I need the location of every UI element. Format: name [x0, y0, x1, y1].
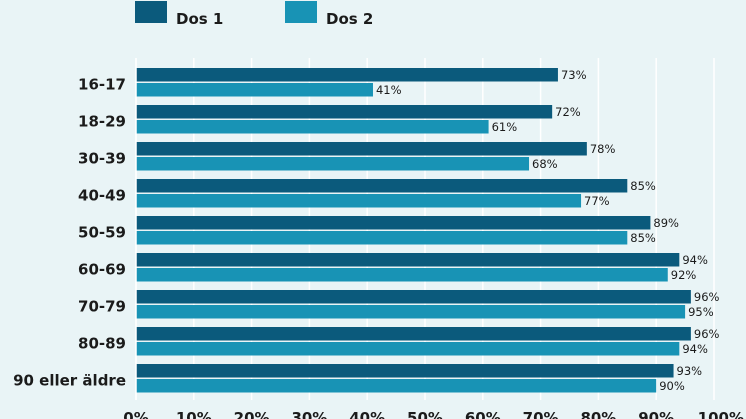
bar	[136, 142, 587, 156]
category-label: 50-59	[78, 224, 126, 242]
category-label: 90 eller äldre	[13, 372, 126, 390]
bar	[136, 179, 628, 193]
data-label: 92%	[671, 268, 697, 282]
bar	[136, 194, 582, 208]
data-label: 61%	[492, 120, 518, 134]
category-label: 80-89	[78, 335, 126, 353]
bar	[136, 68, 558, 82]
data-label: 94%	[682, 253, 708, 267]
category-label: 70-79	[78, 298, 126, 316]
category-label: 60-69	[78, 261, 126, 279]
bar	[136, 231, 628, 245]
data-label: 89%	[653, 216, 679, 230]
data-label: 96%	[694, 290, 720, 304]
x-tick-label: 10%	[176, 409, 212, 419]
x-tick-label: 60%	[465, 409, 501, 419]
bar	[136, 327, 691, 341]
x-tick-label: 40%	[349, 409, 385, 419]
data-label: 41%	[376, 83, 402, 97]
data-label: 85%	[630, 179, 656, 193]
data-label: 72%	[555, 105, 581, 119]
data-label: 96%	[694, 327, 720, 341]
x-tick-label: 80%	[580, 409, 616, 419]
bar	[136, 268, 668, 282]
data-label: 73%	[561, 68, 587, 82]
bar	[136, 157, 530, 171]
bar	[136, 253, 680, 267]
legend-swatch	[285, 1, 317, 23]
bar	[136, 120, 489, 134]
x-tick-label: 0%	[123, 409, 148, 419]
bar	[136, 305, 686, 319]
x-tick-label: 20%	[234, 409, 270, 419]
legend-label: Dos 1	[176, 10, 223, 28]
x-tick-label: 50%	[407, 409, 443, 419]
x-tick-label: 100%	[698, 409, 744, 419]
category-label: 30-39	[78, 150, 126, 168]
category-label: 16-17	[78, 76, 126, 94]
bar	[136, 379, 657, 393]
bar	[136, 216, 651, 230]
bar	[136, 290, 691, 304]
data-label: 77%	[584, 194, 610, 208]
bar	[136, 105, 553, 119]
category-label: 18-29	[78, 113, 126, 131]
legend-label: Dos 2	[326, 10, 373, 28]
data-label: 94%	[682, 342, 708, 356]
data-label: 93%	[677, 364, 703, 378]
bar	[136, 342, 680, 356]
bar	[136, 83, 373, 97]
bar	[136, 364, 674, 378]
x-tick-label: 70%	[523, 409, 559, 419]
data-label: 78%	[590, 142, 616, 156]
data-label: 85%	[630, 231, 656, 245]
x-tick-label: 30%	[291, 409, 327, 419]
x-tick-label: 90%	[638, 409, 674, 419]
legend-swatch	[135, 1, 167, 23]
data-label: 68%	[532, 157, 558, 171]
category-label: 40-49	[78, 187, 126, 205]
data-label: 95%	[688, 305, 714, 319]
data-label: 90%	[659, 379, 685, 393]
